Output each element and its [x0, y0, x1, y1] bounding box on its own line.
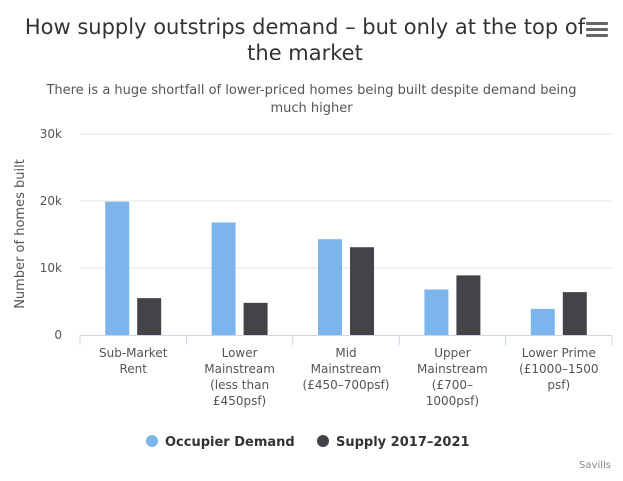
legend-symbol-1[interactable] [317, 435, 329, 447]
legend-label-0[interactable]: Occupier Demand [165, 435, 295, 450]
bar-occupier-demand-0[interactable] [105, 201, 130, 335]
y-axis-ticks: 0 10k 20k 30k [40, 127, 62, 342]
x-tick-label: Sub-Market Rent [99, 346, 168, 376]
y-tick-label: 30k [40, 127, 62, 141]
x-tick-label: Upper Mainstream (£700– 1000psf) [417, 346, 488, 408]
bar-supply-4[interactable] [562, 292, 587, 335]
x-tick-label: Mid Mainstream (£450–700psf) [303, 346, 390, 392]
chart-subtitle: There is a huge shortfall of lower-price… [46, 83, 577, 116]
x-tick-label: Lower Prime (£1000–1500 psf) [519, 346, 598, 392]
y-tick-label: 10k [40, 261, 62, 275]
bar-occupier-demand-4[interactable] [530, 308, 555, 335]
bar-occupier-demand-2[interactable] [318, 239, 342, 335]
legend-label-1[interactable]: Supply 2017–2021 [336, 435, 470, 450]
credit-text[interactable]: Savills [579, 460, 611, 471]
grid-lines [80, 133, 612, 269]
y-tick-label: 0 [54, 328, 62, 342]
bar-supply-3[interactable] [456, 275, 481, 335]
hamburger-menu-icon[interactable] [586, 22, 608, 42]
bar-supply-2[interactable] [350, 247, 374, 335]
bar-occupier-demand-1[interactable] [211, 222, 236, 335]
chart-title: How supply outstrips demand – but only a… [24, 15, 586, 65]
bar-supply-0[interactable] [137, 298, 162, 335]
legend-symbol-0[interactable] [146, 435, 158, 447]
x-axis-ticks: Sub-Market Rent Lower Mainstream (less than £… [79, 335, 613, 408]
y-axis-label: Number of homes built [13, 159, 28, 309]
bar-supply-1[interactable] [243, 302, 268, 335]
x-tick-label: Lower Mainstream (less than £450psf) [204, 346, 275, 408]
bar-occupier-demand-3[interactable] [424, 289, 449, 335]
y-tick-label: 20k [40, 194, 62, 208]
legend[interactable]: Occupier Demand Supply 2017–2021 [146, 435, 470, 450]
bars [105, 201, 587, 335]
